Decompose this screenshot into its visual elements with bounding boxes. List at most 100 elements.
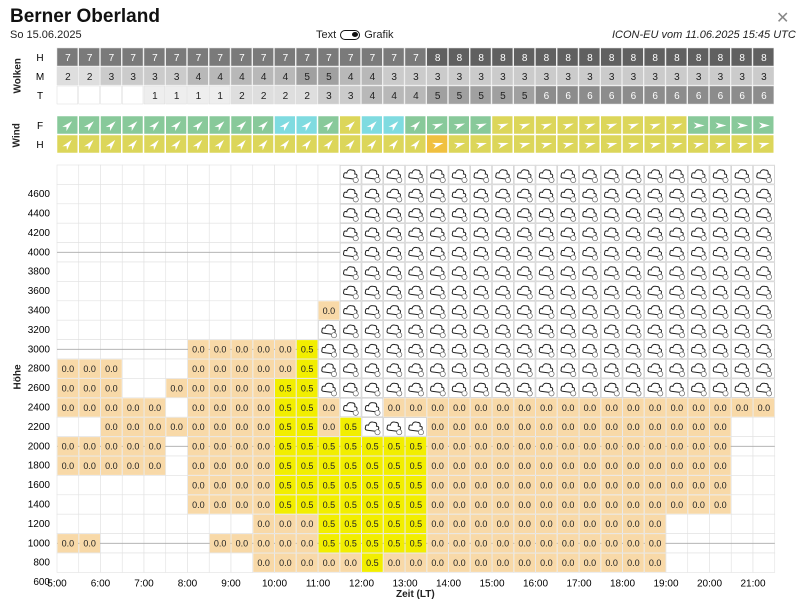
cell-value: 0.0 bbox=[584, 558, 597, 568]
grid-cell bbox=[252, 319, 275, 340]
value-cell bbox=[579, 514, 601, 534]
wind-arrow-icon bbox=[497, 123, 509, 131]
cloud-rain-icon bbox=[691, 227, 707, 242]
cloud-rain-icon bbox=[321, 343, 337, 358]
value-cell bbox=[275, 340, 296, 359]
cloud-cell bbox=[209, 47, 231, 67]
value-cell bbox=[340, 553, 361, 572]
cloud-cell bbox=[752, 47, 774, 67]
cloud-rain-icon bbox=[343, 266, 359, 280]
cell-value: 0.0 bbox=[714, 442, 727, 452]
cloud-rain-icon bbox=[517, 246, 533, 261]
cloud-rain-icon bbox=[647, 208, 664, 222]
cloud-rain-icon bbox=[691, 188, 707, 203]
cloud-rain-icon bbox=[734, 285, 751, 300]
value-cell bbox=[666, 456, 688, 475]
value-cell bbox=[253, 534, 274, 553]
cloud-cell bbox=[252, 66, 274, 86]
cell-value: 0.0 bbox=[671, 461, 684, 471]
value-cell bbox=[122, 417, 144, 437]
value-cell bbox=[492, 398, 514, 417]
cell-value: 0.0 bbox=[736, 403, 749, 413]
cell-value: 0.5 bbox=[344, 500, 357, 510]
value-cell bbox=[144, 398, 166, 417]
cloud-rain-icon bbox=[625, 363, 642, 377]
grid-cell bbox=[295, 222, 319, 243]
cloud-cell bbox=[230, 85, 252, 105]
y-tick-label: 3000 bbox=[28, 344, 51, 355]
y-tick-label: 4000 bbox=[28, 247, 51, 258]
cell-value: 0.0 bbox=[562, 442, 575, 452]
grid-cell bbox=[78, 475, 101, 496]
toggle-switch[interactable] bbox=[340, 30, 361, 40]
cloud-rain-icon bbox=[517, 343, 533, 358]
cloud-rain-icon bbox=[495, 324, 511, 339]
cloud-cell bbox=[165, 66, 187, 86]
cell-value: 0.0 bbox=[257, 364, 270, 374]
cell-value: 0.0 bbox=[518, 461, 531, 471]
cell-value: 0.0 bbox=[105, 364, 118, 374]
wind-arrow-icon bbox=[344, 121, 355, 132]
cell-value: 0.0 bbox=[214, 461, 227, 471]
value-cell bbox=[275, 514, 296, 534]
cloud-value: 6 bbox=[544, 91, 550, 102]
close-icon[interactable]: ✕ bbox=[776, 10, 790, 27]
grid-cell bbox=[208, 552, 232, 573]
value-cell bbox=[188, 359, 209, 378]
cloud-cell bbox=[339, 47, 361, 67]
cloud-cell bbox=[404, 85, 426, 105]
y-tick-label: 4600 bbox=[28, 189, 51, 200]
value-cell bbox=[275, 417, 296, 437]
cloud-rain-icon bbox=[604, 246, 620, 261]
cloud-value: 6 bbox=[565, 91, 571, 102]
cloud-rain-icon bbox=[364, 285, 381, 300]
cell-value: 0.5 bbox=[323, 519, 336, 529]
value-cell bbox=[340, 475, 361, 495]
cell-value: 0.5 bbox=[388, 519, 401, 529]
cloud-rain-icon bbox=[517, 363, 533, 377]
cloud-value: 7 bbox=[370, 53, 376, 64]
cloud-value: 8 bbox=[500, 53, 506, 64]
cell-value: 0.5 bbox=[279, 403, 292, 413]
cloud-value: 3 bbox=[109, 72, 115, 83]
value-cell bbox=[188, 475, 209, 495]
value-cell bbox=[340, 456, 361, 475]
cloud-rain-icon bbox=[451, 227, 468, 242]
grid-cell bbox=[56, 203, 80, 224]
value-cell bbox=[536, 534, 557, 553]
grid-cell bbox=[165, 281, 188, 302]
value-cell bbox=[427, 534, 448, 553]
value-cell bbox=[362, 475, 383, 495]
cloud-cell bbox=[317, 66, 339, 86]
cell-value: 0.0 bbox=[214, 422, 227, 432]
value-cell bbox=[492, 514, 514, 534]
value-cell bbox=[209, 417, 231, 437]
wind-arrow-icon bbox=[715, 122, 727, 129]
grid-cell bbox=[121, 261, 145, 282]
cell-value: 0.0 bbox=[540, 403, 553, 413]
cloud-rain-icon bbox=[538, 324, 555, 339]
value-cell bbox=[101, 437, 122, 456]
cloud-rain-icon bbox=[430, 227, 446, 242]
value-cell bbox=[536, 456, 557, 475]
cloud-rain-icon bbox=[734, 169, 751, 183]
cell-value: 0.5 bbox=[388, 480, 401, 490]
cloud-rain-icon bbox=[343, 169, 359, 183]
value-cell bbox=[275, 398, 296, 417]
grid-cell bbox=[165, 319, 188, 340]
view-toggle[interactable]: Text Grafik bbox=[316, 29, 394, 41]
cloud-value: 7 bbox=[261, 53, 267, 64]
cloud-rain-icon bbox=[647, 169, 664, 183]
cloud-rain-icon bbox=[647, 305, 664, 319]
cloud-rain-icon bbox=[582, 208, 598, 222]
cell-value: 0.0 bbox=[410, 558, 423, 568]
value-cell bbox=[492, 456, 514, 475]
cloud-rain-icon bbox=[408, 246, 424, 261]
value-cell bbox=[275, 534, 296, 553]
cloud-rain-icon bbox=[582, 324, 598, 339]
cell-value: 0.0 bbox=[127, 461, 140, 471]
grid-cell bbox=[100, 319, 123, 340]
value-cell bbox=[710, 437, 731, 456]
cell-value: 0.0 bbox=[605, 480, 618, 490]
cell-value: 0.0 bbox=[562, 500, 575, 510]
